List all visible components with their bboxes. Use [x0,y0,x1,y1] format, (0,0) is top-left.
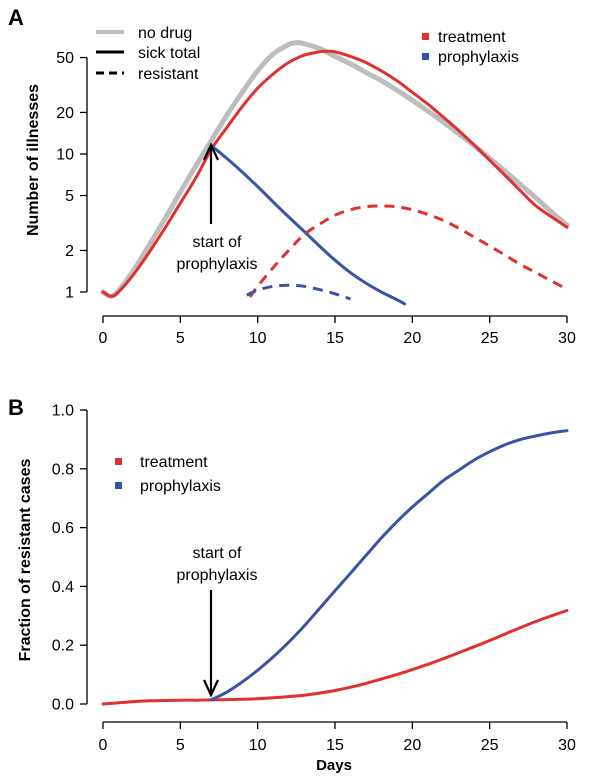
x-tick-label: 10 [249,330,267,347]
annotation-text-line2: prophylaxis [177,256,258,273]
x-tick-label: 5 [176,737,185,754]
y-tick-label: 0.6 [52,520,74,537]
legend-swatch-prophylaxis [422,53,429,60]
panel-b-series [101,429,569,706]
y-tick-label: 5 [65,188,74,205]
legend-swatch-prophylaxis-b [115,482,122,489]
legend-swatch-treatment [422,33,429,40]
y-tick-label: 50 [56,50,74,67]
x-tick-label: 15 [326,330,344,347]
x-tick-label: 20 [403,330,421,347]
panel-b-ylabel: Fraction of resistant cases [17,459,34,662]
x-tick-label: 30 [558,330,576,347]
y-tick-label: 0.4 [52,579,74,596]
x-tick-label: 0 [99,737,108,754]
x-tick-label: 15 [326,737,344,754]
x-tick-label: 25 [481,330,499,347]
x-tick-label: 10 [249,737,267,754]
legend-label-no-drug: no drug [138,25,192,42]
legend-label-treatment-b: treatment [140,454,208,471]
y-tick-label: 0.8 [52,461,74,478]
legend-swatch-treatment-b [115,458,122,465]
y-tick-label: 20 [56,105,74,122]
panel-b-legend: treatment prophylaxis [115,454,221,495]
series-line-treatment-sick-total [101,49,569,298]
panel-a-series [100,40,570,306]
panel-b-label: B [8,395,24,420]
annotation-text-line1: start of [193,234,242,251]
y-tick-label: 10 [56,147,74,164]
panel-a-annotation: start of prophylaxis [177,142,258,273]
y-tick-label: 1.0 [52,403,74,420]
legend-label-prophylaxis-b: prophylaxis [140,478,221,495]
panel-a-ylabel: Number of illnesses [25,84,42,236]
legend-label-prophylaxis: prophylaxis [438,49,519,66]
legend-label-resistant: resistant [138,66,199,83]
panel-b-annotation: start of prophylaxis [177,545,258,698]
x-tick-label: 0 [99,330,108,347]
series-line-treatment [101,609,569,706]
legend-label-treatment: treatment [438,29,506,46]
y-tick-label: 0.2 [52,638,74,655]
series-line-prophylaxis [209,429,569,702]
series-line-prophylaxis-sick-total [209,144,407,306]
x-tick-label: 20 [403,737,421,754]
panel-b-axes: 0 5 10 15 20 25 30 0.0 0.2 0.4 0.6 0.8 1.0 [52,403,576,755]
y-tick-label: 0.0 [52,697,74,714]
panel-a-color-legend: treatment prophylaxis [422,29,519,66]
x-tick-label: 30 [558,737,576,754]
legend-label-sick-total: sick total [138,45,200,62]
x-tick-label: 25 [481,737,499,754]
annotation-b-text-line1: start of [193,545,242,562]
panel-b-chart: 0 5 10 15 20 25 30 0.0 0.2 0.4 0.6 0.8 1.0 Fraction … [17,403,576,775]
y-tick-label: 2 [65,243,74,260]
annotation-arrowhead [203,142,219,161]
series-line-treatment-resistant [248,204,568,298]
panel-a-style-legend: no drug sick total resistant [96,25,200,83]
panel-b-xlabel: Days [316,757,352,774]
annotation-b-text-line2: prophylaxis [177,567,258,584]
x-tick-label: 5 [176,330,185,347]
panel-a-label: A [8,5,24,30]
annotation-b-arrowhead [203,679,219,698]
series-line-prophylaxis-resistant [246,283,351,301]
y-tick-label: 1 [65,285,74,302]
